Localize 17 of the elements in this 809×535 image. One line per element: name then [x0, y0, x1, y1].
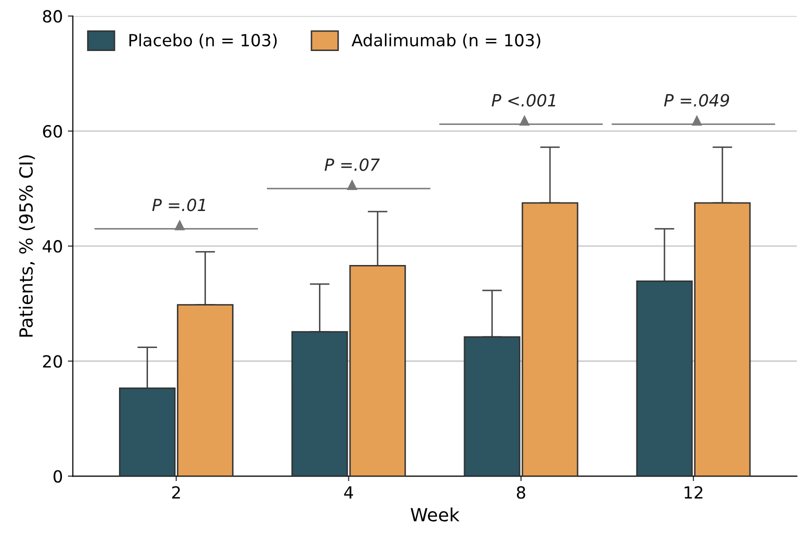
y-tick-label: 80 [43, 10, 62, 23]
x-tick-label: 12 [684, 486, 702, 499]
annotation: P =.07 [324, 158, 380, 171]
x-tick-label: 2 [172, 486, 180, 499]
y-tick-label: 40 [42, 240, 62, 253]
x-tick-label: 4 [344, 486, 354, 499]
legend-label: Adalimumab (n = 103) [352, 34, 540, 48]
x-axis-title: Week [410, 508, 460, 522]
annotation: P =.01 [152, 198, 206, 212]
y-tick-label: 60 [43, 125, 62, 138]
y-axis-title: Patients, % (95% CI) [18, 155, 35, 337]
y-tick-label: 20 [43, 355, 62, 368]
annotation: P =.049 [664, 94, 730, 107]
annotation: P <.001 [492, 94, 556, 107]
y-tick-label: 0 [54, 470, 62, 483]
x-tick-label: 8 [516, 486, 526, 499]
legend-label: Placebo (n = 103) [129, 34, 277, 48]
